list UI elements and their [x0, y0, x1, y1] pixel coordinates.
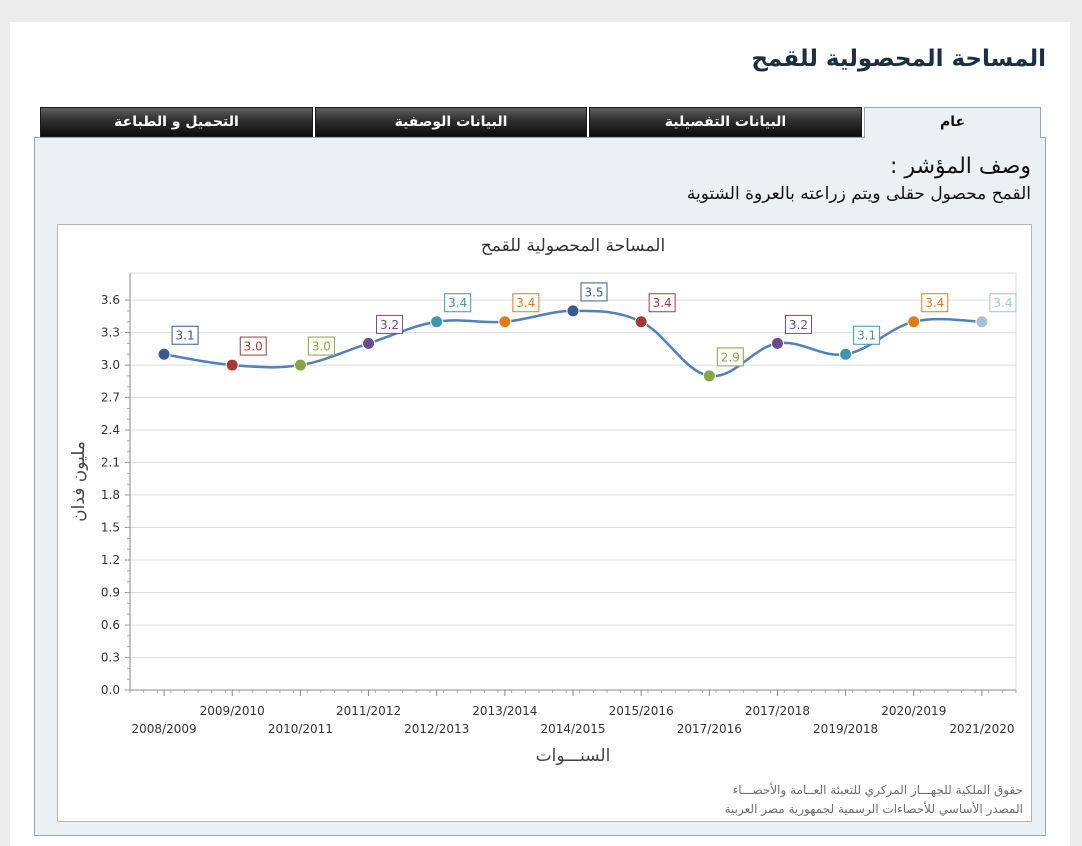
data-label-box	[716, 347, 744, 367]
y-tick-label: 2.4	[101, 423, 120, 437]
data-label: 3.4	[993, 296, 1012, 310]
x-tick-label: 2008/2009	[132, 722, 197, 736]
data-label: 3.0	[244, 340, 263, 354]
data-label-box	[171, 325, 199, 345]
data-label-box	[921, 293, 949, 313]
y-tick-label: 0.6	[101, 618, 120, 632]
data-label-box	[648, 293, 676, 313]
x-axis-label: السنـــوات	[536, 746, 611, 766]
data-label: 3.2	[380, 318, 399, 332]
data-label: 2.9	[721, 350, 740, 364]
tab-detailed-data[interactable]: البيانات التفصيلية	[589, 107, 862, 137]
data-point	[634, 315, 648, 329]
x-tick-label: 2020/2019	[881, 704, 946, 718]
data-point	[362, 336, 376, 350]
y-tick-label: 0.3	[101, 651, 120, 665]
data-label-box	[580, 282, 608, 302]
y-tick-label: 3.0	[101, 358, 120, 372]
y-tick-label: 2.1	[101, 456, 120, 470]
data-label-box	[239, 336, 267, 356]
y-tick-label: 0.9	[101, 586, 120, 600]
y-tick-label: 0.0	[101, 683, 120, 697]
data-label-box	[376, 314, 404, 334]
data-point	[839, 347, 853, 361]
data-point	[498, 315, 512, 329]
x-tick-label: 2010/2011	[268, 722, 333, 736]
x-tick-label: 2011/2012	[336, 704, 401, 718]
x-tick-label: 2013/2014	[472, 704, 537, 718]
data-label: 3.1	[176, 329, 195, 343]
x-tick-label: 2021/2020	[949, 722, 1014, 736]
copyright-text: حقوق الملكية للجهـــاز المركزي للتعبئة ا…	[732, 783, 1023, 797]
data-point	[157, 347, 171, 361]
data-point	[566, 304, 580, 318]
data-point	[975, 315, 989, 329]
data-label: 3.5	[584, 285, 603, 299]
data-point	[430, 315, 444, 329]
data-point	[907, 315, 921, 329]
data-label: 3.1	[857, 329, 876, 343]
data-label-box	[989, 293, 1017, 313]
y-tick-label: 2.7	[101, 391, 120, 405]
x-tick-label: 2017/2018	[745, 704, 810, 718]
chart-credits: حقوق الملكية للجهـــاز المركزي للتعبئة ا…	[725, 781, 1023, 819]
data-label: 3.4	[653, 296, 672, 310]
y-tick-label: 1.2	[101, 553, 120, 567]
tab-content: وصف المؤشر : القمح محصول حقلى ويتم زراعت…	[34, 137, 1046, 836]
y-tick-label: 1.8	[101, 488, 120, 502]
x-tick-label: 2019/2018	[813, 722, 878, 736]
tab-download-print[interactable]: التحميل و الطباعة	[40, 107, 313, 137]
tab-general[interactable]: عام	[864, 107, 1041, 138]
data-point	[225, 358, 239, 372]
data-label-box	[512, 293, 540, 313]
data-label-box	[853, 325, 881, 345]
chart-container: المساحة المحصولية للقمح 0.0 0.3 0.6 0.9 1.2 1.…	[57, 224, 1032, 822]
data-label: 3.4	[516, 296, 535, 310]
tab-descriptive-data[interactable]: البيانات الوصفية	[315, 107, 587, 137]
data-label-box	[444, 293, 472, 313]
tab-bar: عام البيانات التفصيلية البيانات الوصفية …	[40, 107, 1042, 138]
indicator-description: القمح محصول حقلى ويتم زراعته بالعروة الش…	[686, 184, 1031, 204]
y-tick-label: 3.6	[101, 293, 120, 307]
source-text: المصدر الأساسي للأحصاءات الرسمية لجمهوري…	[724, 802, 1023, 816]
data-point	[770, 336, 784, 350]
data-label: 3.4	[448, 296, 467, 310]
line-chart: المساحة المحصولية للقمح 0.0 0.3 0.6 0.9 1.2 1.…	[69, 236, 1017, 766]
x-tick-label: 2015/2016	[609, 704, 674, 718]
data-label: 3.0	[312, 340, 331, 354]
data-label-box	[307, 336, 335, 356]
page-title: المساحة المحصولية للقمح	[751, 46, 1046, 72]
data-label: 3.2	[789, 318, 808, 332]
y-axis-label: مليون فدان	[69, 441, 89, 522]
data-label-box	[784, 314, 812, 334]
data-label: 3.4	[925, 296, 944, 310]
x-tick-label: 2009/2010	[200, 704, 265, 718]
x-tick-label: 2012/2013	[404, 722, 469, 736]
data-point	[702, 369, 716, 383]
y-tick-label: 1.5	[101, 521, 120, 535]
x-tick-label: 2014/2015	[540, 722, 605, 736]
y-tick-label: 3.3	[101, 326, 120, 340]
data-point	[293, 358, 307, 372]
indicator-heading: وصف المؤشر :	[890, 154, 1031, 179]
chart-title: المساحة المحصولية للقمح	[481, 236, 665, 256]
x-tick-label: 2017/2016	[677, 722, 742, 736]
